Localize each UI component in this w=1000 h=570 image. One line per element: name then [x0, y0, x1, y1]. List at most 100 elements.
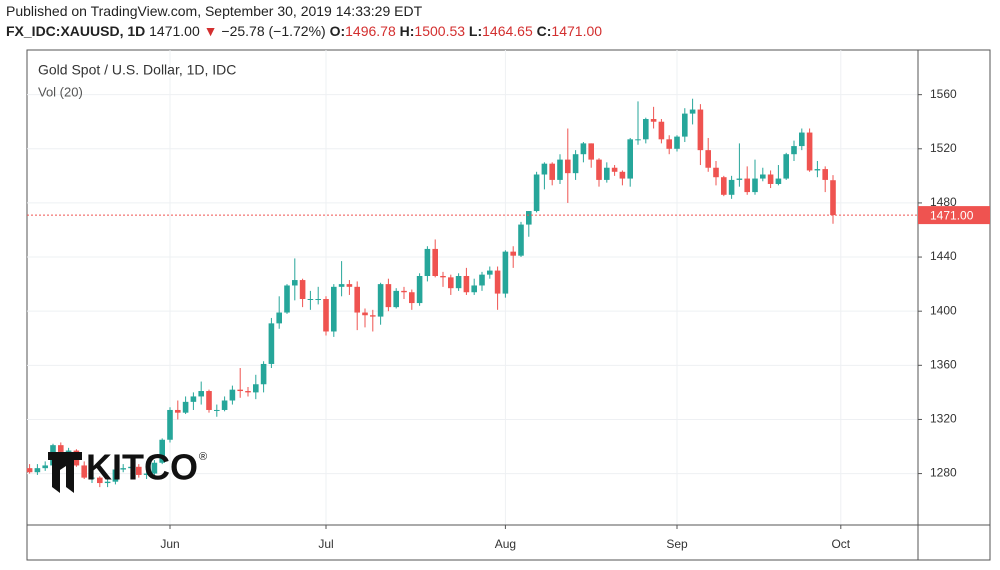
candle-body — [34, 468, 41, 473]
candle-body — [143, 473, 150, 475]
candle-body — [448, 277, 454, 289]
o-value: 1496.78 — [345, 23, 396, 39]
candle-body — [432, 248, 438, 276]
candle-body — [791, 146, 797, 155]
y-tick-label: 1560 — [930, 87, 957, 101]
y-tick-label: 1280 — [930, 466, 957, 480]
candle-body — [658, 121, 665, 140]
candle-body — [409, 292, 415, 304]
candle-body — [81, 465, 87, 478]
candle-body — [323, 299, 329, 332]
candle-body — [97, 477, 103, 484]
candle-body — [494, 270, 501, 294]
candle-body — [541, 163, 548, 175]
candle-body — [689, 109, 696, 114]
candle-body — [572, 154, 579, 174]
candle-body — [198, 391, 204, 397]
candle-body — [643, 119, 649, 140]
candle-body — [728, 179, 735, 195]
c-value: 1471.00 — [551, 23, 603, 39]
candle-body — [580, 143, 587, 155]
candle-body — [666, 139, 672, 149]
candle-body — [502, 251, 509, 294]
candle-body — [549, 163, 555, 180]
candle-body — [713, 167, 719, 178]
candle-body — [565, 159, 571, 174]
legend-title: Gold Spot / U.S. Dollar, 1D, IDC — [38, 62, 236, 78]
candle-body — [276, 312, 282, 324]
c-label: C: — [536, 23, 552, 39]
grid — [27, 50, 918, 525]
y-tick-label: 1400 — [930, 303, 957, 317]
candle-body — [206, 391, 212, 410]
candle-body — [362, 312, 368, 316]
candle-body — [619, 171, 626, 179]
candle-body — [830, 180, 836, 216]
candle-body — [814, 169, 821, 171]
x-tick-label: Jul — [318, 537, 333, 551]
candle-body — [58, 445, 64, 452]
candle-body — [354, 286, 360, 313]
candles — [26, 98, 918, 488]
candle-body — [744, 178, 750, 193]
candle-body — [268, 323, 275, 364]
candle-body — [650, 119, 657, 122]
candle-body — [487, 270, 493, 275]
l-value: 1464.65 — [482, 23, 533, 39]
published: Published on TradingView.com, September … — [6, 3, 423, 19]
candle-body — [260, 363, 267, 385]
candle-body — [190, 396, 197, 402]
candle-body — [393, 290, 399, 308]
candle-body — [377, 284, 384, 317]
candle-body — [128, 466, 134, 469]
candle-body — [42, 465, 48, 469]
h-label: H: — [399, 23, 415, 39]
candle-body — [736, 178, 743, 180]
candle-body — [822, 169, 828, 180]
candle-body — [338, 284, 345, 287]
y-tick-label: 1480 — [930, 195, 957, 209]
candle-body — [167, 409, 173, 440]
candle-body — [89, 477, 95, 479]
candle-body — [705, 150, 711, 168]
candle-body — [65, 450, 72, 452]
candle-body — [424, 248, 431, 276]
candle-body — [112, 469, 119, 482]
candle-body — [510, 251, 516, 256]
candle-body — [674, 136, 680, 149]
candle-body — [237, 389, 243, 392]
last-price-label: 1471.00 — [930, 208, 974, 222]
last-price-box — [918, 206, 990, 225]
last: 1471.00 — [149, 23, 200, 39]
candle-body — [596, 159, 602, 180]
y-tick-label: 1440 — [930, 249, 957, 263]
chart-frame — [26, 49, 991, 561]
candle-body — [463, 275, 470, 293]
candle-body — [245, 391, 251, 393]
x-tick-label: Jun — [160, 537, 179, 551]
quote-line: FX_IDC:XAUUSD, 1D 1471.00 ▼ −25.78 (−1.7… — [6, 23, 602, 39]
candle-body — [760, 174, 766, 179]
candle-body — [182, 401, 189, 413]
x-tick-label: Sep — [666, 537, 688, 551]
candle-body — [682, 113, 688, 137]
y-tick-label: 1520 — [930, 141, 957, 155]
change: −25.78 (−1.72%) — [221, 23, 326, 39]
candle-body — [627, 139, 633, 179]
kitco-logo: KITCO ® — [48, 447, 207, 493]
candle-body — [588, 143, 594, 160]
candle-body — [775, 178, 782, 184]
candle-body — [806, 132, 813, 171]
candle-body — [151, 462, 158, 474]
candle-body — [611, 167, 618, 172]
candle-body — [26, 468, 33, 473]
candle-body — [533, 174, 540, 212]
candle-body — [604, 167, 610, 180]
candle-body — [455, 275, 462, 289]
candle-body — [557, 159, 563, 180]
candle-body — [440, 275, 446, 278]
candle-body — [159, 439, 165, 463]
candle-body — [292, 280, 298, 286]
volume-label: Vol (20) — [38, 84, 83, 99]
